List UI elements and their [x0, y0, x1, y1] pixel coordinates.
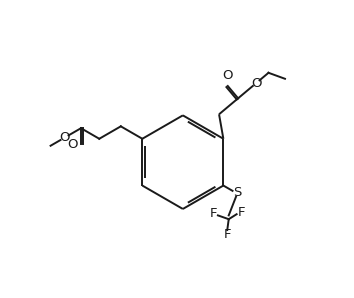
Text: O: O	[59, 131, 70, 144]
Text: O: O	[67, 138, 78, 151]
Text: F: F	[223, 228, 231, 241]
Text: F: F	[210, 207, 217, 221]
Text: O: O	[251, 77, 262, 90]
Text: S: S	[233, 186, 242, 199]
Text: F: F	[237, 206, 245, 219]
Text: O: O	[223, 69, 233, 83]
